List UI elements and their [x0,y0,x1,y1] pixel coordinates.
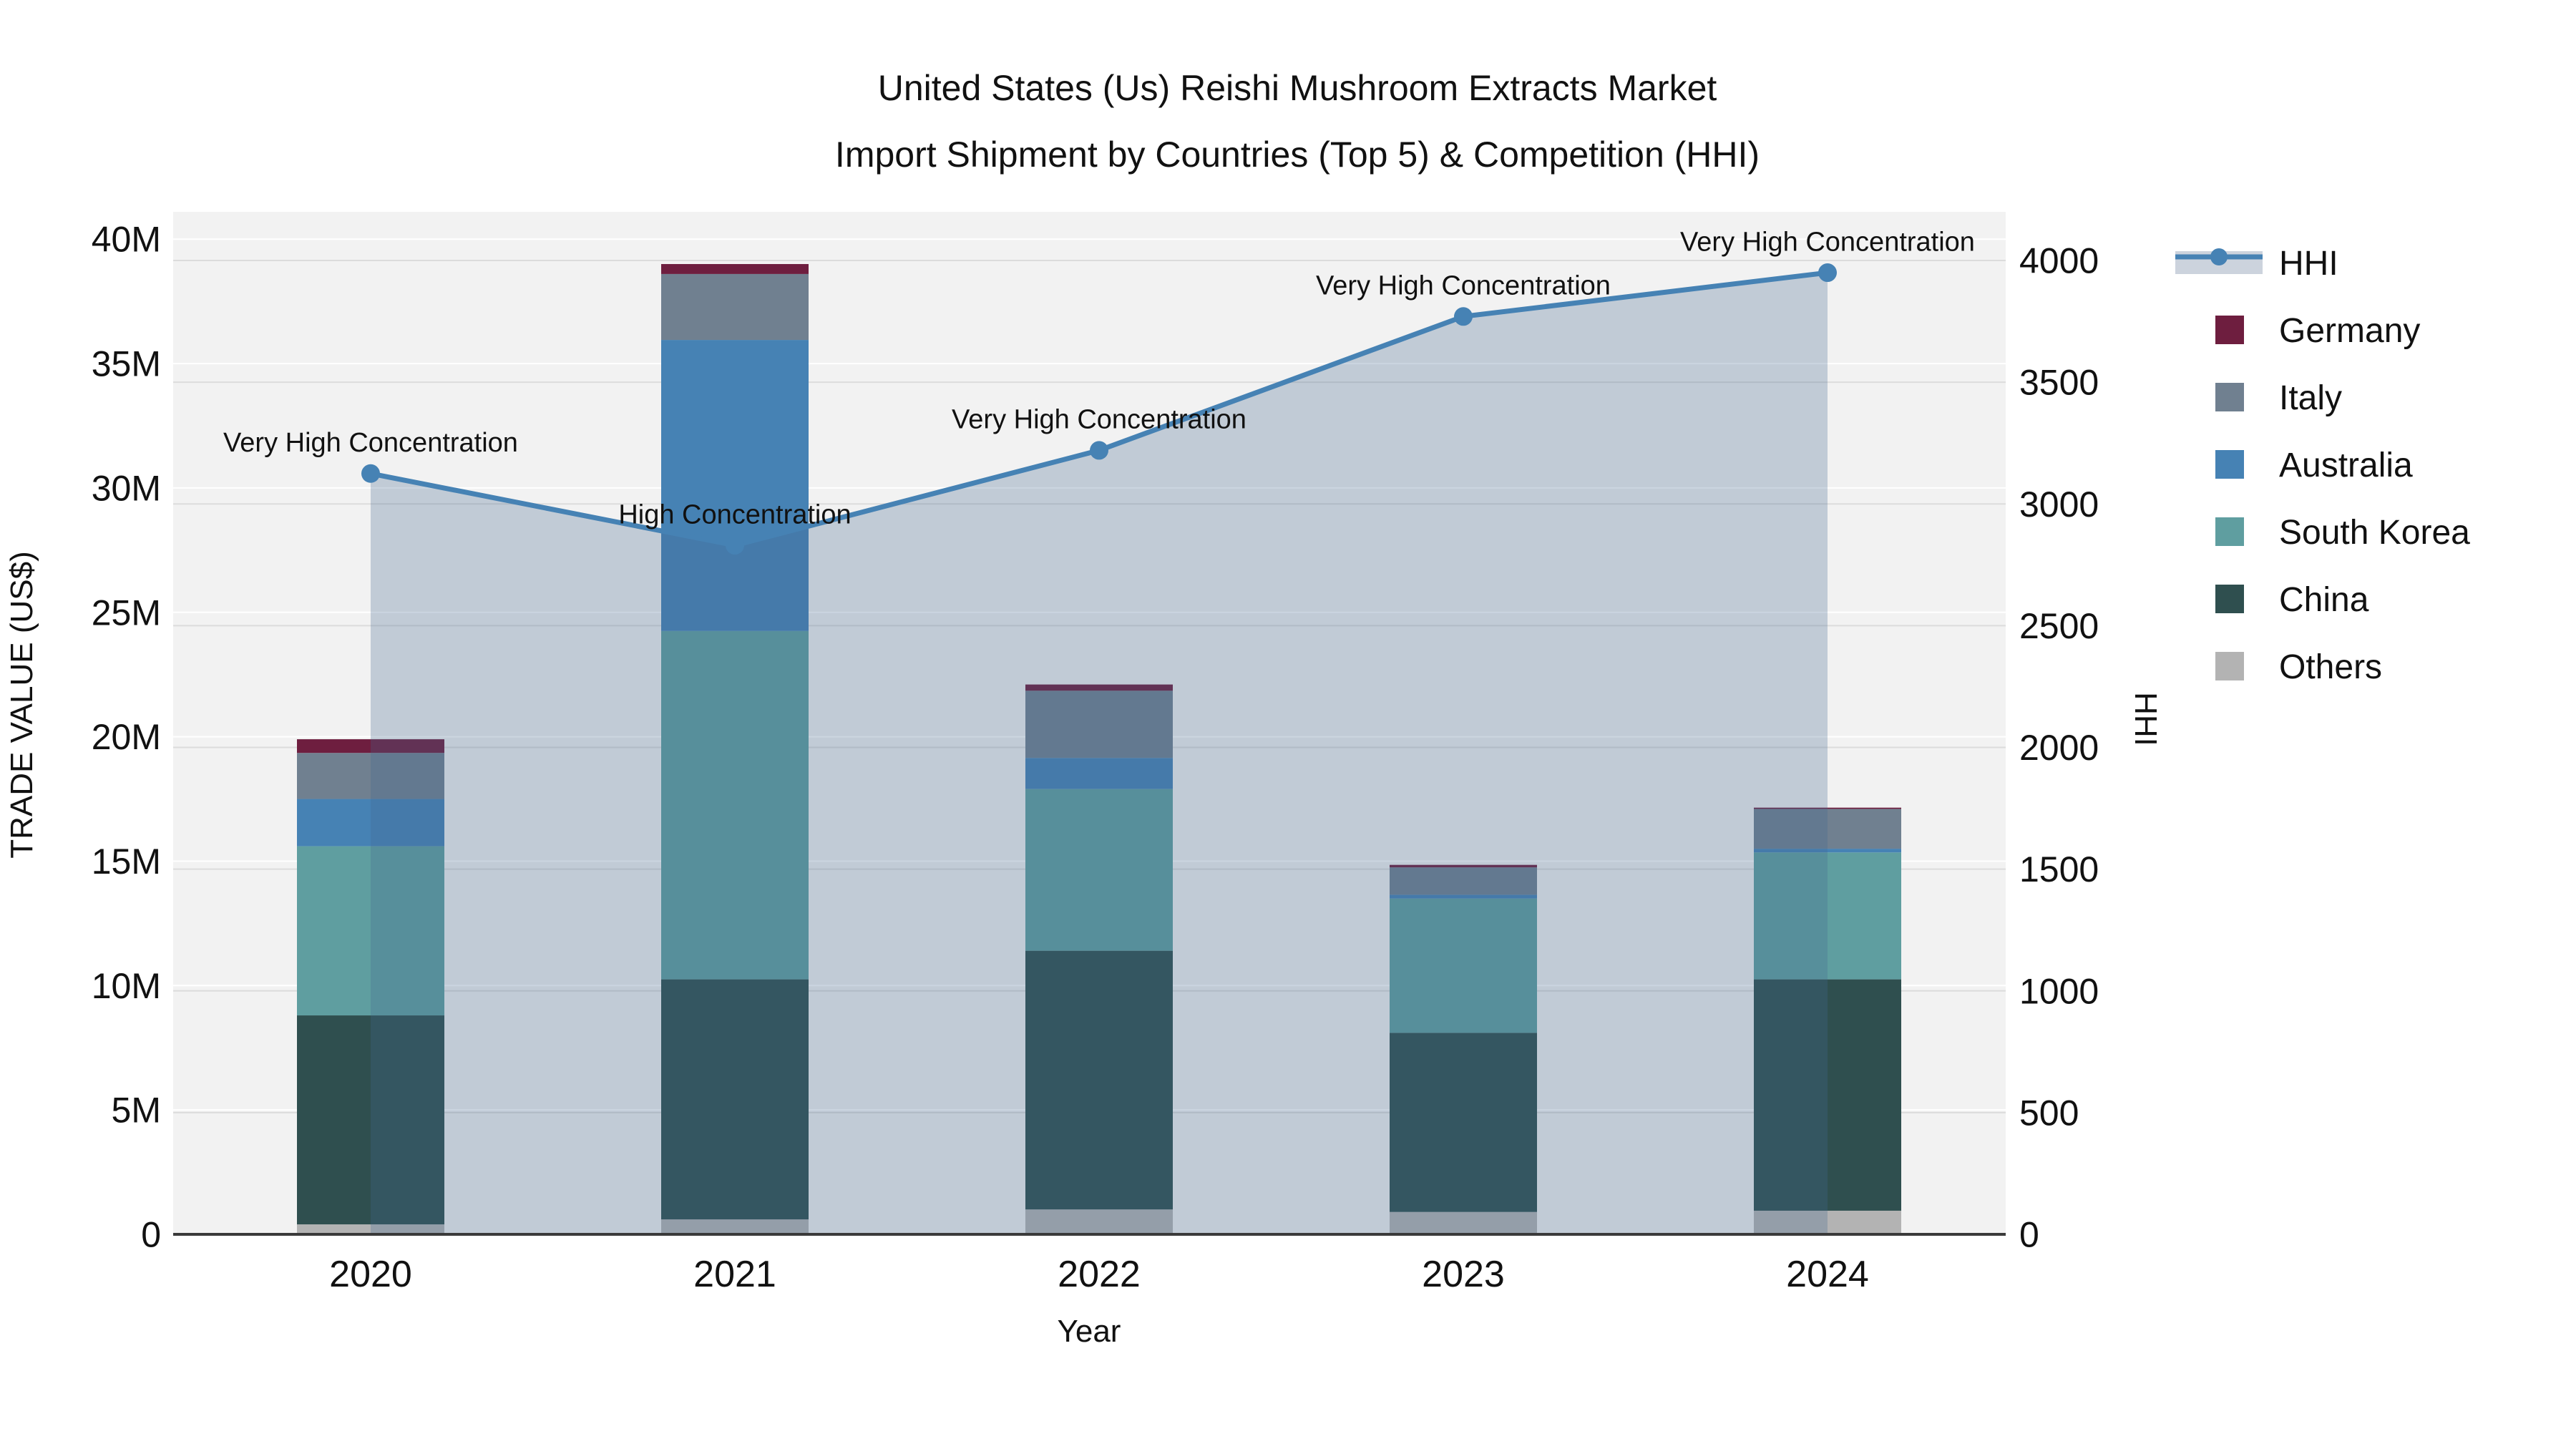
y-right-tick-0: 0 [2019,1215,2039,1255]
bar-2021-china[interactable] [661,979,809,1220]
annotation-2023: Very High Concentration [1316,271,1611,301]
bar-2023-italy[interactable] [1390,867,1537,895]
bar-2020-germany[interactable] [297,739,444,753]
y-left-tick-0: 0 [141,1215,161,1255]
bar-2020-china[interactable] [297,1015,444,1225]
legend-swatch-china [2215,585,2244,613]
chart-title-line2: Import Shipment by Countries (Top 5) & C… [835,135,1760,175]
legend-swatch-others [2215,652,2244,680]
legend-item-south-korea[interactable]: South Korea [2215,514,2470,552]
bar-2020-italy[interactable] [297,753,444,799]
x-tick-2023: 2023 [1422,1254,1505,1295]
bar-2021-south-korea[interactable] [661,630,809,980]
bar-2023-others[interactable] [1390,1211,1537,1234]
hhi-point-2024[interactable] [1818,263,1837,283]
x-tick-2020: 2020 [329,1254,412,1295]
y-left-tick-5M: 5M [112,1091,161,1131]
legend-swatch-germany [2215,316,2244,344]
legend-item-italy[interactable]: Italy [2215,379,2342,417]
axes-layer: 0 5M 10M 15M 20M 25M 30M 35M 40M 0 500 1000 1500 2000… [92,220,2099,1295]
legend-label-others: Others [2279,648,2382,686]
legend-swatch-south-korea [2215,517,2244,546]
y-left-tick-20M: 20M [92,717,161,757]
hhi-line-layer [361,263,1837,555]
annotations-layer: Very High Concentration High Concentratio… [223,227,1975,530]
bar-2023-germany[interactable] [1390,864,1537,868]
bar-2022-australia[interactable] [1025,758,1173,789]
legend-item-others[interactable]: Others [2215,648,2382,686]
y-right-tick-3500: 3500 [2019,363,2099,403]
annotation-2024: Very High Concentration [1680,227,1975,257]
bar-2022-south-korea[interactable] [1025,789,1173,951]
hhi-point-2020[interactable] [361,464,380,483]
bar-2021-others[interactable] [661,1219,809,1234]
annotation-2020: Very High Concentration [223,428,518,458]
hhi-point-2021[interactable] [726,536,744,555]
y-left-tick-40M: 40M [92,220,161,260]
legend-label-australia: Australia [2279,447,2413,484]
bar-2021-australia[interactable] [661,340,809,631]
bar-2021-italy[interactable] [661,273,809,341]
legend-item-china[interactable]: China [2215,581,2369,619]
x-tick-2022: 2022 [1058,1254,1141,1295]
legend-swatch-australia [2215,450,2244,479]
annotation-2022: Very High Concentration [952,405,1246,435]
legend-label-italy: Italy [2279,379,2342,417]
hhi-point-2022[interactable] [1090,441,1108,460]
bar-2024-china[interactable] [1754,979,1901,1211]
bar-2022-china[interactable] [1025,950,1173,1210]
bar-2024-germany[interactable] [1754,807,1901,809]
legend-swatch-italy [2215,383,2244,411]
legend-label-germany: Germany [2279,312,2420,350]
y-right-tick-2500: 2500 [2019,606,2099,646]
bar-2024-italy[interactable] [1754,809,1901,849]
bar-2020-others[interactable] [297,1224,444,1234]
annotation-2021: High Concentration [618,499,851,530]
y-right-tick-500: 500 [2019,1093,2079,1133]
bar-2020-south-korea[interactable] [297,846,444,1016]
y-right-axis-title: HHI [2128,692,2163,746]
legend-label-hhi: HHI [2279,245,2338,283]
x-tick-2021: 2021 [693,1254,776,1295]
y-left-tick-25M: 25M [92,592,161,633]
y-right-tick-3000: 3000 [2019,484,2099,525]
y-right-tick-1000: 1000 [2019,971,2099,1011]
y-left-tick-35M: 35M [92,344,161,384]
hhi-area-fill [371,273,1828,1234]
chart-title-line1: United States (Us) Reishi Mushroom Extra… [878,68,1717,108]
y-left-axis-title: TRADE VALUE (US$) [4,551,39,859]
bar-2022-others[interactable] [1025,1209,1173,1234]
hhi-point-2023[interactable] [1454,307,1473,326]
legend-item-hhi[interactable]: HHI [2175,245,2338,283]
y-left-tick-30M: 30M [92,468,161,508]
legend-label-south-korea: South Korea [2279,514,2470,552]
bar-2023-china[interactable] [1390,1033,1537,1212]
bar-2023-south-korea[interactable] [1390,898,1537,1033]
bar-2024-australia[interactable] [1754,849,1901,853]
x-axis-title: Year [1058,1314,1121,1349]
y-left-tick-10M: 10M [92,966,161,1006]
legend-layer: HHI Germany Italy Australia South Korea China… [2175,245,2470,686]
y-right-tick-2000: 2000 [2019,728,2099,768]
bar-2022-italy[interactable] [1025,691,1173,758]
bar-2024-others[interactable] [1754,1210,1901,1234]
bar-2023-australia[interactable] [1390,894,1537,899]
legend-label-china: China [2279,581,2369,619]
hhi-area-layer [371,273,1828,1234]
bar-2024-south-korea[interactable] [1754,852,1901,980]
bar-2020-australia[interactable] [297,799,444,847]
bar-2021-germany[interactable] [661,264,809,274]
legend-hhi-marker-icon [2210,248,2228,265]
bar-2022-germany[interactable] [1025,684,1173,691]
x-tick-2024: 2024 [1786,1254,1869,1295]
legend-item-australia[interactable]: Australia [2215,447,2413,484]
y-right-tick-1500: 1500 [2019,849,2099,889]
legend-item-germany[interactable]: Germany [2215,312,2420,350]
y-left-tick-15M: 15M [92,841,161,882]
bars-layer [297,264,1901,1234]
y-right-tick-4000: 4000 [2019,241,2099,281]
